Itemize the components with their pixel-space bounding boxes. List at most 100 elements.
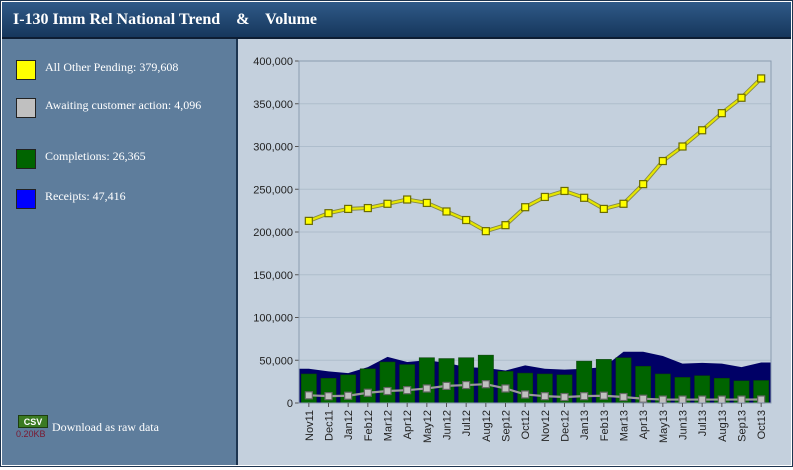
x-tick-label: Apr13 [638,410,650,439]
csv-file-size: 0.20KB [16,429,46,439]
completions-bar [379,361,396,404]
all-point [344,204,353,214]
x-tick-label: Aug12 [481,410,493,442]
all-point [521,203,530,212]
awaiting-point [717,395,726,404]
completions-bar [477,354,494,404]
x-tick-label: Mar12 [383,410,395,441]
all-point [678,142,687,151]
legend-swatch [16,98,36,118]
all-point [698,126,707,135]
all-point [501,221,510,230]
awaiting-point [442,381,451,390]
trend-chart: 0 50,000 100,000 150,000 200,000 250,000 300,0… [253,56,772,443]
awaiting-point [422,384,431,393]
x-tick-label: Jul12 [461,410,473,436]
x-tick-label: Jun13 [678,410,690,440]
awaiting-point [304,391,313,400]
legend-swatch [16,189,36,209]
awaiting-point [658,395,667,404]
x-tick-label: Nov11 [304,410,316,441]
awaiting-point [678,395,687,404]
legend-item-awaiting: Awaiting customer action: 4,096 [16,98,215,118]
awaiting-point [501,384,510,393]
completions-bar [399,364,416,404]
all-point [481,227,490,236]
all-point [403,195,412,204]
legend-label: Receipts: 47,416 [45,189,126,203]
completions-bar [359,368,376,404]
title-bar: I-130 Imm Rel National Trend & Volume [2,2,791,39]
awaiting-point [521,390,530,399]
all-point [560,186,569,196]
all-point [324,209,333,218]
all-point [639,180,648,189]
legend-item-receipts: Receipts: 47,416 [16,189,215,209]
y-tick-label: 300,000 [253,142,293,154]
legend-swatch [16,149,36,169]
all-point [658,156,667,166]
awaiting-point [639,394,648,403]
awaiting-point [619,392,628,402]
x-tick-label: May13 [658,410,670,443]
y-tick-label: 100,000 [253,313,293,325]
all-point [304,216,313,225]
x-tick-label: Dec11 [324,410,336,441]
legend-item-completions: Completions: 26,365 [16,149,215,169]
legend-label: Completions: 26,365 [45,149,146,163]
x-tick-label: Sep12 [501,410,513,442]
all-point [757,74,766,83]
awaiting-point [363,388,372,397]
x-tick-label: Feb12 [363,410,375,441]
y-tick-label: 50,000 [259,355,293,367]
all-point [383,199,392,208]
x-tick-label: Jan12 [343,410,355,440]
x-tick-label: Sep13 [737,410,749,442]
legend-item-pending: All Other Pending: 379,608 [16,60,215,80]
awaiting-point [580,392,589,401]
completions-bar [418,357,435,404]
x-tick-label: Mar13 [619,410,631,441]
all-point [442,207,451,216]
all-point [363,203,372,213]
awaiting-point [324,392,333,401]
x-tick-label: Oct12 [520,410,532,439]
legend-sidebar: All Other Pending: 379,608 Awaiting cust… [2,39,238,465]
all-point [422,198,431,208]
y-tick-label: 0 [287,398,293,410]
awaiting-point [560,392,569,402]
awaiting-point [403,386,412,395]
y-tick-label: 350,000 [253,99,293,111]
page-title: I-130 Imm Rel National Trend & Volume [13,11,318,28]
y-tick-label: 150,000 [253,270,293,282]
completions-bar [438,358,455,404]
awaiting-point [383,386,392,396]
chart-panel: 0 50,000 100,000 150,000 200,000 250,000 300,0… [238,39,791,465]
csv-icon[interactable]: CSV [18,415,48,428]
awaiting-point [757,395,766,404]
all-point [540,192,549,202]
all-point [599,204,608,214]
all-point [717,109,726,118]
x-tick-label: Dec12 [560,410,572,442]
awaiting-point [344,391,353,400]
download-raw-data-link[interactable]: Download as raw data [52,420,159,434]
x-tick-label: Feb13 [599,410,611,441]
y-tick-label: 250,000 [253,184,293,196]
x-tick-label: Aug13 [717,410,729,442]
awaiting-point [737,395,746,404]
x-tick-label: Oct13 [756,410,768,439]
x-tick-label: Nov12 [540,410,552,442]
x-tick-label: Jul13 [697,410,709,436]
x-tick-label: Apr12 [402,410,414,439]
legend-label: Awaiting customer action: 4,096 [45,98,202,112]
all-point [462,215,471,225]
completions-bar [458,357,475,404]
y-tick-label: 400,000 [253,56,293,68]
x-tick-label: Jan13 [579,410,591,440]
all-point [580,193,589,202]
all-point [737,93,746,102]
awaiting-point [698,395,707,404]
y-tick-label: 200,000 [253,227,293,239]
x-tick-label: Jun12 [442,410,454,440]
